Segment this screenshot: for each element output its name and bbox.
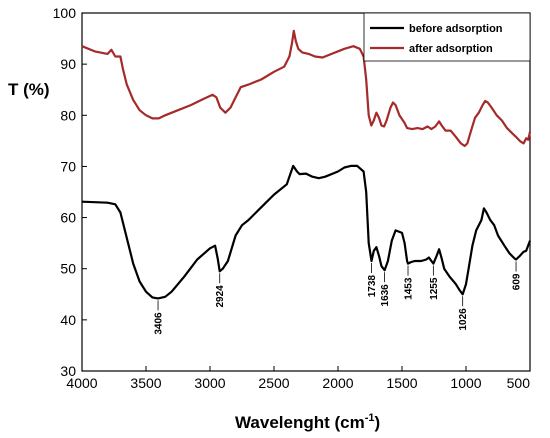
y-axis-title: T (%) — [8, 80, 50, 99]
legend: before adsorption after adsorption — [363, 12, 531, 62]
x-tick-label: 3500 — [130, 375, 161, 391]
x-axis-title: Wavelenght (cm-1) — [235, 412, 380, 432]
y-tick-label: 90 — [60, 56, 76, 72]
peak-label: 2924 — [215, 285, 226, 308]
peak-label: 609 — [512, 273, 523, 290]
peak-label: 1453 — [404, 277, 415, 300]
legend-label: before adsorption — [409, 23, 503, 35]
y-tick-label: 30 — [60, 363, 76, 379]
plot-area — [81, 12, 531, 372]
x-tick-label: 1000 — [450, 375, 481, 391]
y-tick-label: 80 — [60, 107, 76, 123]
x-tick-label: 1500 — [386, 375, 417, 391]
peak-label: 1738 — [367, 275, 378, 298]
y-tick-label: 40 — [60, 312, 76, 328]
peak-label: 1255 — [429, 277, 440, 300]
peak-label: 1636 — [380, 284, 391, 307]
series-line-before-adsorption — [81, 164, 532, 300]
plot-frame — [81, 12, 531, 372]
x-axis-title-close: ) — [375, 413, 381, 432]
peak-label: 3406 — [154, 312, 165, 335]
annotation-layer: 3406 2924 1738 1636 1453 1255 1026 609 — [154, 261, 523, 335]
peak-label: 1026 — [458, 308, 469, 331]
x-tick-label: 3000 — [194, 375, 225, 391]
series-line-after-adsorption — [81, 29, 532, 148]
series-layer — [81, 29, 532, 300]
x-axis-title-main: Wavelenght (cm — [235, 413, 365, 432]
x-tick-label: 4000 — [66, 375, 97, 391]
y-tick-label: 50 — [60, 261, 76, 277]
x-tick-label: 2000 — [322, 375, 353, 391]
x-tick-label: 500 — [507, 375, 531, 391]
tick-layer: 4000 3500 3000 2500 2000 1500 1000 500 30 40 50 60 7… — [53, 5, 531, 391]
y-tick-label: 100 — [53, 5, 77, 21]
legend-label: after adsorption — [409, 43, 493, 55]
legend-box — [363, 12, 531, 62]
x-axis-title-sup: -1 — [365, 412, 375, 424]
y-tick-label: 70 — [60, 158, 76, 174]
x-tick-label: 2500 — [258, 375, 289, 391]
y-tick-label: 60 — [60, 210, 76, 226]
